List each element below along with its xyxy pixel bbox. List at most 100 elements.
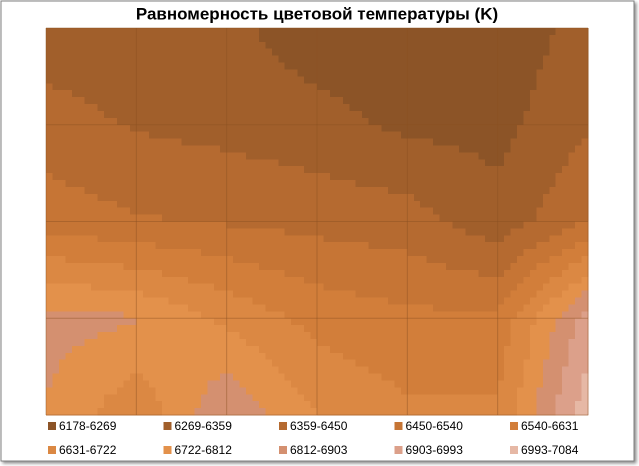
contour-cell [387, 325, 396, 333]
contour-cell [536, 366, 544, 375]
contour-cell [239, 193, 247, 202]
contour-cell [446, 180, 454, 188]
contour-cell [368, 166, 376, 174]
contour-cell [433, 256, 441, 264]
contour-cell [142, 28, 150, 36]
contour-cell [207, 338, 215, 347]
contour-cell [291, 62, 299, 71]
contour-cell [484, 387, 492, 395]
contour-cell [362, 138, 370, 147]
contour-cell [194, 90, 202, 98]
contour-cell [129, 249, 137, 257]
contour-cell [555, 207, 563, 216]
contour-cell [181, 221, 189, 230]
contour-cell [129, 193, 137, 202]
contour-cell [175, 394, 183, 402]
contour-cell [452, 311, 460, 319]
contour-cell [362, 318, 370, 326]
contour-cell [258, 34, 266, 43]
contour-cell [162, 249, 170, 257]
contour-cell [116, 318, 125, 326]
contour-cell [181, 338, 189, 347]
contour-cell [471, 104, 479, 112]
contour-cell [420, 338, 428, 347]
contour-cell [575, 62, 583, 71]
contour-cell [523, 394, 531, 402]
contour-cell [297, 338, 305, 347]
contour-cell [220, 352, 228, 361]
contour-cell [433, 145, 441, 153]
contour-cell [162, 41, 170, 50]
contour-cell [304, 104, 312, 112]
contour-cell [175, 290, 183, 299]
contour-cell [104, 34, 112, 43]
contour-cell [175, 193, 183, 202]
contour-cell [155, 249, 163, 257]
contour-cell [549, 207, 557, 216]
contour-cell [136, 186, 144, 195]
contour-cell [368, 207, 376, 216]
contour-cell [252, 186, 260, 195]
contour-cell [84, 180, 92, 188]
contour-cell [484, 173, 492, 181]
contour-cell [562, 332, 570, 340]
contour-cell [536, 283, 544, 292]
contour-cell [400, 242, 408, 250]
contour-cell [84, 325, 92, 333]
contour-cell [581, 256, 589, 264]
contour-cell [542, 401, 550, 409]
contour-cell [407, 380, 415, 388]
contour-cell [104, 186, 112, 195]
contour-cell [297, 408, 305, 416]
contour-cell [258, 304, 266, 312]
contour-cell [562, 242, 570, 250]
contour-cell [420, 110, 428, 119]
contour-cell [181, 352, 189, 361]
contour-cell [271, 159, 279, 167]
contour-cell [549, 318, 557, 326]
contour-cell [200, 366, 208, 375]
contour-cell [142, 117, 150, 126]
contour-cell [568, 83, 576, 91]
contour-cell [194, 359, 202, 368]
contour-cell [246, 48, 254, 57]
contour-cell [349, 76, 357, 84]
contour-cell [542, 104, 550, 112]
contour-cell [433, 41, 441, 50]
contour-cell [349, 221, 357, 230]
contour-cell [258, 242, 266, 250]
contour-cell [387, 110, 396, 119]
contour-cell [104, 28, 112, 36]
contour-cell [258, 55, 266, 64]
contour-cell [555, 262, 563, 271]
contour-cell [91, 41, 99, 50]
contour-cell [226, 62, 234, 71]
contour-cell [491, 408, 499, 416]
contour-cell [355, 69, 363, 77]
contour-cell [104, 69, 112, 77]
contour-cell [297, 242, 305, 250]
contour-cell [394, 318, 402, 326]
contour-cell [484, 242, 492, 250]
contour-cell [84, 159, 92, 167]
contour-cell [297, 55, 305, 64]
contour-cell [175, 173, 183, 181]
contour-cell [207, 193, 215, 202]
contour-cell [265, 104, 273, 112]
contour-cell [413, 359, 421, 368]
contour-cell [575, 69, 583, 77]
contour-cell [426, 221, 434, 230]
contour-cell [149, 166, 157, 174]
contour-cell [58, 359, 66, 368]
contour-cell [123, 304, 131, 312]
contour-cell [291, 394, 299, 402]
contour-cell [575, 283, 583, 292]
contour-cell [284, 338, 292, 347]
contour-cell [529, 262, 537, 271]
contour-cell [265, 41, 273, 50]
contour-cell [381, 242, 389, 250]
contour-cell [413, 48, 421, 57]
contour-cell [129, 69, 137, 77]
contour-cell [400, 325, 408, 333]
contour-cell [407, 152, 415, 160]
